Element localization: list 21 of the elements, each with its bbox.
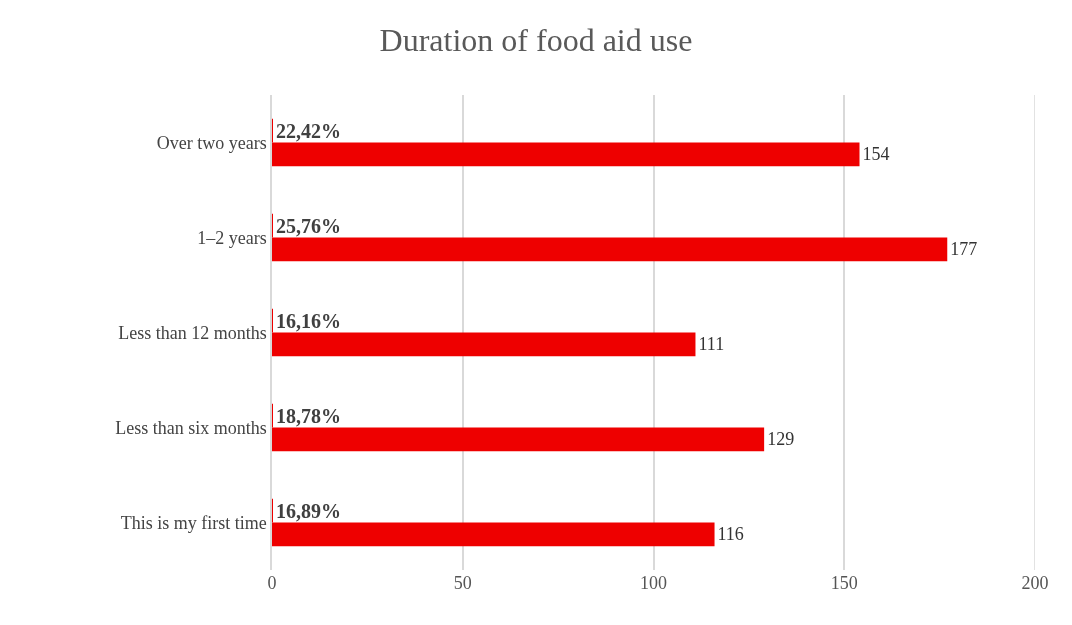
y-tick-label: This is my first time [120, 512, 267, 533]
data-label: 111 [698, 334, 725, 355]
data-label: 18,78% [276, 404, 341, 427]
chart-title: Duration of food aid use [379, 21, 693, 58]
x-tick-label: 50 [453, 573, 472, 593]
y-tick-label: Less than six months [115, 417, 267, 438]
y-tick-label: 1–2 years [197, 227, 267, 248]
x-tick-label: 200 [1021, 573, 1049, 593]
data-label: 16,16% [276, 309, 341, 332]
data-label: 25,76% [276, 214, 341, 237]
data-label: 16,89% [276, 499, 341, 522]
data-label: 177 [950, 239, 978, 260]
data-label: 22,42% [276, 119, 341, 142]
data-label: 154 [862, 144, 890, 165]
y-tick-label: Over two years [156, 132, 267, 153]
y-tick-label: Less than 12 months [118, 322, 267, 343]
x-tick-label: 150 [830, 573, 858, 593]
data-label: 116 [717, 524, 744, 545]
x-tick-label: 0 [267, 573, 277, 593]
x-tick-label: 100 [640, 573, 667, 593]
data-label: 129 [767, 429, 795, 450]
